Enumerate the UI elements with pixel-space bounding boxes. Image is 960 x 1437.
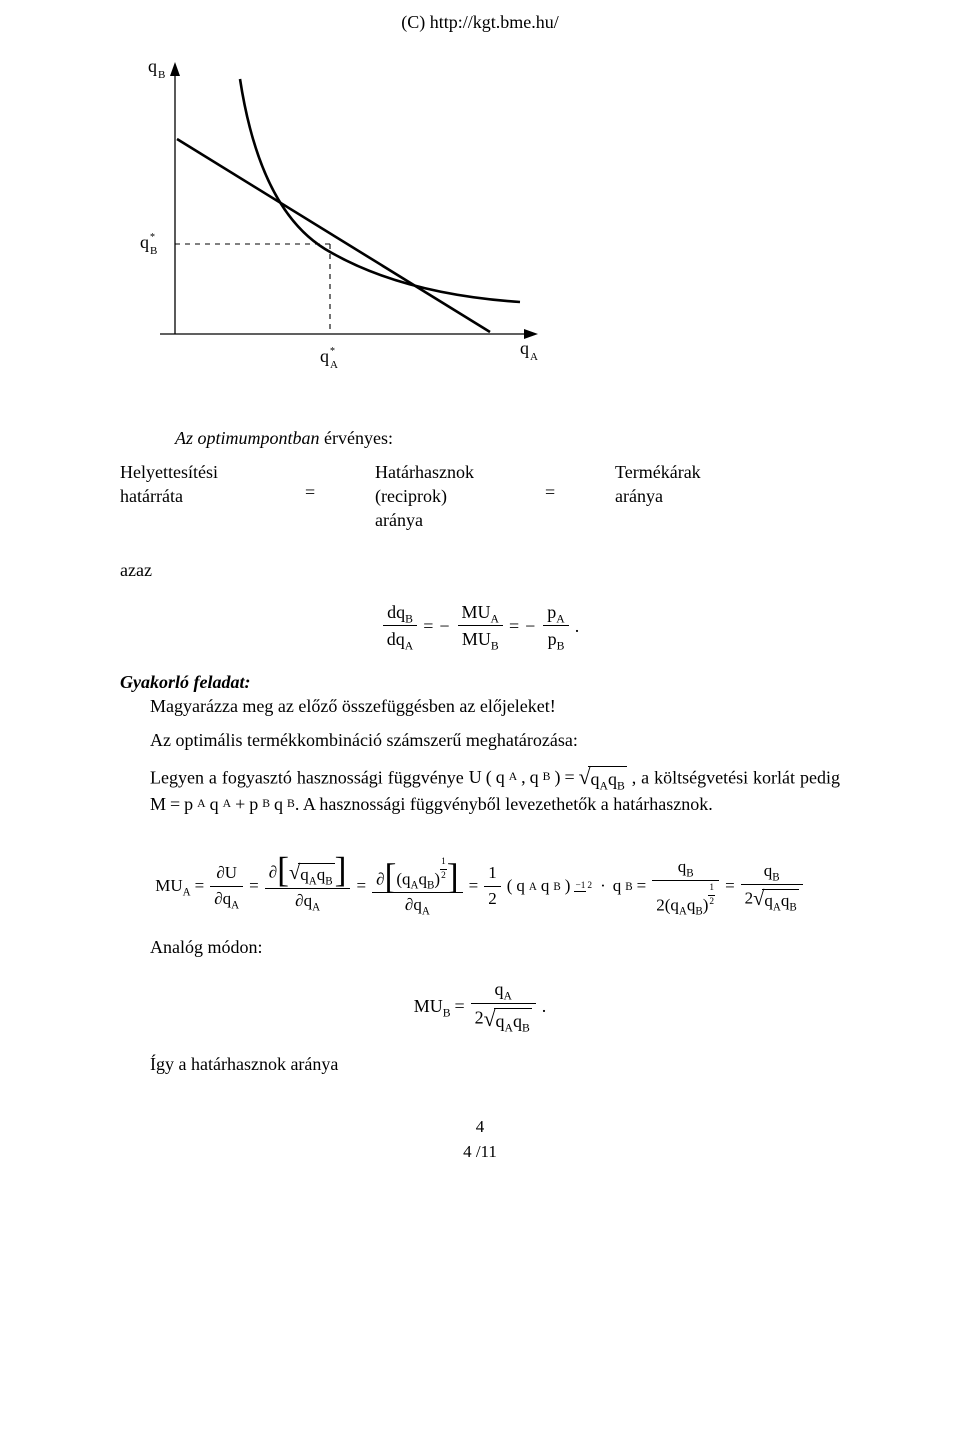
svg-text:B: B	[158, 69, 165, 81]
budget-line	[177, 139, 490, 332]
relation-table: Helyettesítési határráta = Határhasznok …	[120, 460, 840, 533]
exercise-block: Gyakorló feladat: Magyarázza meg az előz…	[120, 670, 840, 719]
relation-col-3: Termékárak aránya	[615, 460, 765, 509]
optimum-intro-suffix: érvényes:	[320, 428, 393, 448]
exercise-head: Gyakorló feladat:	[120, 672, 250, 692]
y-star-label: q	[140, 232, 149, 252]
header-source-line: (C) http://kgt.bme.hu/	[120, 10, 840, 34]
chart-svg: q B q B * q A * q A	[120, 54, 550, 384]
x-axis-label: q	[520, 338, 529, 358]
page: (C) http://kgt.bme.hu/ q B q	[0, 0, 960, 1437]
optimum-intro-italic: Az optimumpontban	[175, 428, 320, 448]
exercise-body: Magyarázza meg az előző összefüggésben a…	[120, 694, 556, 718]
page-of: 4 /11	[120, 1141, 840, 1164]
opt-determination: Az optimális termékkombináció számszerű …	[120, 728, 840, 752]
relation-c2-line2: (reciprok)	[375, 484, 545, 508]
relation-c3-line2: aránya	[615, 484, 765, 508]
svg-text:*: *	[150, 232, 155, 243]
analog-line: Analóg módon:	[120, 935, 840, 959]
relation-c2-line1: Határhasznok	[375, 460, 545, 484]
indifference-chart: q B q B * q A * q A	[120, 54, 840, 390]
utility-function: U(qA,qB) = √qAqB	[469, 763, 627, 792]
azaz-line: azaz	[120, 558, 840, 582]
budget-constraint: M = pAqA + pBqB	[150, 792, 295, 816]
utility-paragraph: Legyen a fogyasztó hasznossági függvénye…	[120, 763, 840, 816]
indifference-curve	[240, 79, 520, 302]
page-number: 4	[120, 1116, 840, 1139]
x-star-label: q	[320, 346, 329, 366]
svg-text:*: *	[330, 346, 335, 357]
svg-text:B: B	[150, 245, 157, 257]
y-axis-label: q	[148, 56, 157, 76]
optimum-intro: Az optimumpontban érvényes:	[120, 426, 840, 450]
relation-c3-line1: Termékárak	[615, 460, 765, 484]
eq-MUA-derivation: MUA = ∂U ∂qA = ∂[√qAqB] ∂qA = ∂[(qAqB)12…	[120, 856, 840, 917]
eq-mrs-mu-price: dqB dqA = − MUA MUB = − pA pB .	[120, 600, 840, 652]
relation-c2-line3: aránya	[375, 508, 545, 532]
relation-c1-line2: határráta	[120, 484, 305, 508]
relation-col-1: Helyettesítési határráta	[120, 460, 305, 509]
relation-c1-line1: Helyettesítési	[120, 460, 305, 484]
svg-text:A: A	[530, 351, 538, 363]
eq-MUB: MUB = qA 2√qAqB .	[120, 977, 840, 1033]
svg-text:A: A	[330, 359, 338, 371]
relation-eq-2: =	[545, 460, 615, 504]
relation-eq-1: =	[305, 460, 375, 504]
igy-line: Így a határhasznok aránya	[120, 1052, 840, 1076]
relation-col-2: Határhasznok (reciprok) aránya	[375, 460, 545, 533]
